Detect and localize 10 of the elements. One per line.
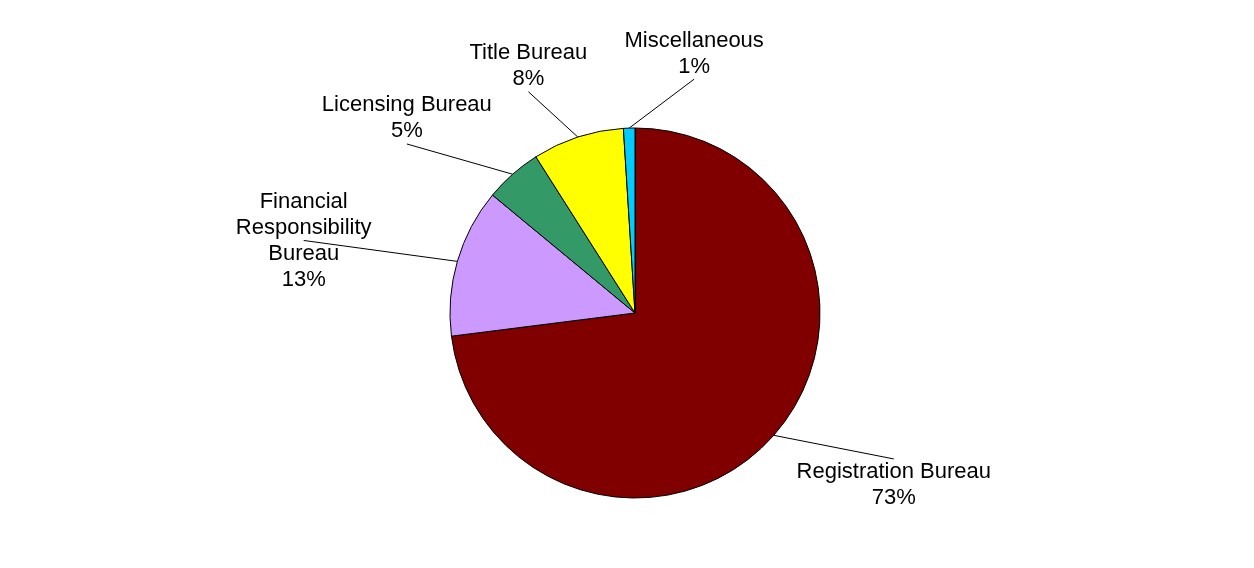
slice-label: Registration Bureau (796, 458, 992, 484)
data-label: 13% (281, 265, 326, 291)
slice-label: Title Bureau (469, 39, 588, 65)
slice-label: Licensing Bureau (321, 91, 492, 117)
data-label: 1% (678, 52, 711, 78)
slice-label: Financial Responsibility Bureau (235, 187, 372, 265)
data-label: 73% (871, 484, 916, 510)
data-label: 5% (390, 117, 423, 143)
slice-label: Miscellaneous (624, 26, 764, 52)
data-label: 8% (512, 65, 545, 91)
